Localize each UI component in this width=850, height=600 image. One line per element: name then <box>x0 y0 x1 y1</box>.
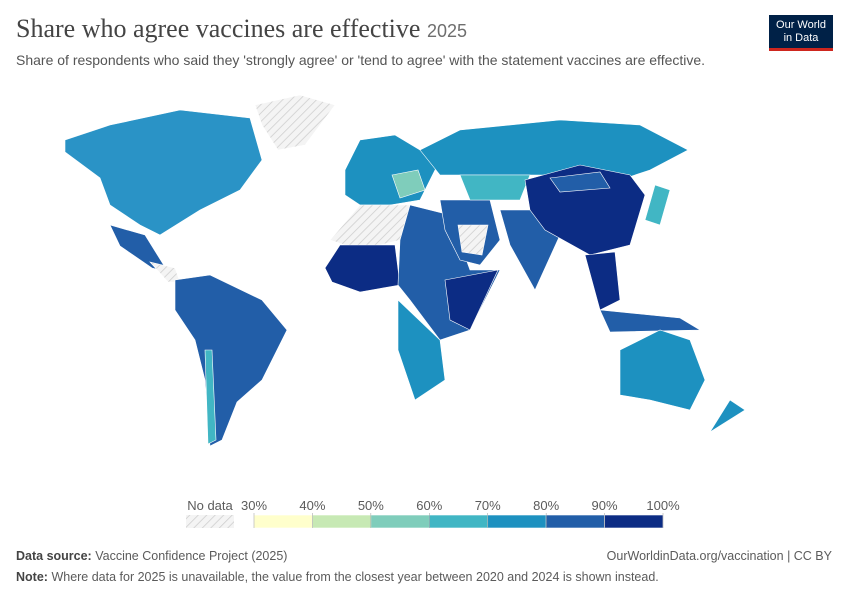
saudi-arabia[interactable] <box>457 224 489 256</box>
north-america[interactable] <box>64 109 263 236</box>
south-america[interactable] <box>174 274 288 447</box>
source-label: Data source: <box>16 549 92 563</box>
legend-bin <box>487 514 547 529</box>
legend-tick-label: 80% <box>533 498 559 513</box>
southern-africa[interactable] <box>397 299 446 401</box>
australia[interactable] <box>619 329 706 411</box>
title-block: Share who agree vaccines are effective 2… <box>16 14 467 44</box>
central-america[interactable] <box>149 261 181 283</box>
note-label: Note: <box>16 570 48 584</box>
logo-line: Our World <box>776 19 826 31</box>
source: Data source: Vaccine Confidence Project … <box>16 549 287 563</box>
europe[interactable] <box>344 134 441 206</box>
west-africa[interactable] <box>324 244 401 293</box>
japan[interactable] <box>644 184 671 226</box>
china[interactable] <box>524 164 646 256</box>
logo-line: in Data <box>783 32 819 44</box>
no-data-swatch <box>186 515 234 528</box>
legend-tick-label: 50% <box>358 498 384 513</box>
no-data-label: No data <box>187 498 233 513</box>
mongolia[interactable] <box>549 171 611 193</box>
new-zealand[interactable] <box>709 399 746 433</box>
legend-bin <box>545 514 605 529</box>
legend-bin <box>370 514 430 529</box>
countries <box>64 94 746 447</box>
chile[interactable] <box>204 349 217 445</box>
greenland[interactable] <box>254 94 336 151</box>
legend-bin <box>253 514 313 529</box>
legend-tick-label: 70% <box>475 498 501 513</box>
note: Note: Where data for 2025 is unavailable… <box>16 570 659 584</box>
year: 2025 <box>426 21 467 41</box>
russia[interactable] <box>419 119 689 181</box>
horn-of-africa[interactable] <box>444 269 499 331</box>
legend-bin <box>428 514 489 529</box>
subtitle: Share of respondents who said they 'stro… <box>16 52 706 68</box>
legend-tick-label: 100% <box>646 498 680 513</box>
eastern-europe[interactable] <box>391 169 426 199</box>
legend-tick-label: 40% <box>299 498 325 513</box>
source-text[interactable]: Vaccine Confidence Project (2025) <box>95 549 288 563</box>
title: Share who agree vaccines are effective <box>16 14 421 43</box>
legend-tick-label: 30% <box>241 498 267 513</box>
logo[interactable]: Our World in Data <box>769 15 833 51</box>
legend-bin <box>312 514 372 529</box>
link[interactable]: OurWorldinData.org/vaccination | CC BY <box>606 549 832 563</box>
central-asia[interactable] <box>459 174 531 201</box>
map: No data 30% 40% 50% 60% 70% 80% 90% 100% <box>64 94 746 529</box>
southeast-asia[interactable] <box>584 251 621 311</box>
note-text: Where data for 2025 is unavailable, the … <box>51 570 659 584</box>
legend-tick-label: 90% <box>592 498 618 513</box>
legend-bin <box>604 514 664 529</box>
africa-north[interactable] <box>329 204 411 251</box>
legend-tick-label: 60% <box>416 498 442 513</box>
indonesia[interactable] <box>599 309 702 333</box>
